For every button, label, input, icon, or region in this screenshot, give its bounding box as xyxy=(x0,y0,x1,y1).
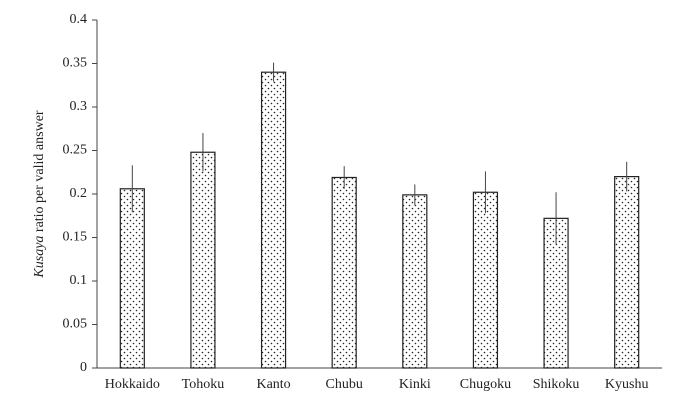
y-tick-label: 0.05 xyxy=(63,317,88,332)
x-tick-label: Shikoku xyxy=(533,377,580,392)
y-tick-label: 0.3 xyxy=(70,99,88,114)
y-tick-label: 0.15 xyxy=(63,230,88,245)
bar xyxy=(402,194,428,369)
bar xyxy=(119,188,145,369)
bar xyxy=(190,151,216,369)
bar xyxy=(614,176,640,369)
y-tick-label: 0.4 xyxy=(70,12,88,27)
y-tick-label: 0.25 xyxy=(63,143,88,158)
y-tick-label: 0.35 xyxy=(63,56,88,71)
x-tick-label: Hokkaido xyxy=(105,377,160,392)
x-tick-label: Chubu xyxy=(326,377,363,392)
y-tick-label: 0.1 xyxy=(70,273,88,288)
x-tick-label: Tohoku xyxy=(182,377,225,392)
bar xyxy=(331,176,357,369)
y-axis-label: Kusaya ratio per valid answer xyxy=(32,110,47,279)
x-tick-label: Kyushu xyxy=(605,377,649,392)
y-label-rest: ratio per valid answer xyxy=(32,110,47,232)
bar xyxy=(260,71,287,369)
y-label-italic: Kusaya xyxy=(32,236,47,279)
bar xyxy=(472,191,499,369)
x-tick-label: Chugoku xyxy=(460,377,511,392)
y-tick-label: 0.2 xyxy=(70,186,88,201)
y-tick-label: 0 xyxy=(80,360,87,375)
x-tick-label: Kanto xyxy=(256,377,290,392)
x-tick-label: Kinki xyxy=(399,377,431,392)
